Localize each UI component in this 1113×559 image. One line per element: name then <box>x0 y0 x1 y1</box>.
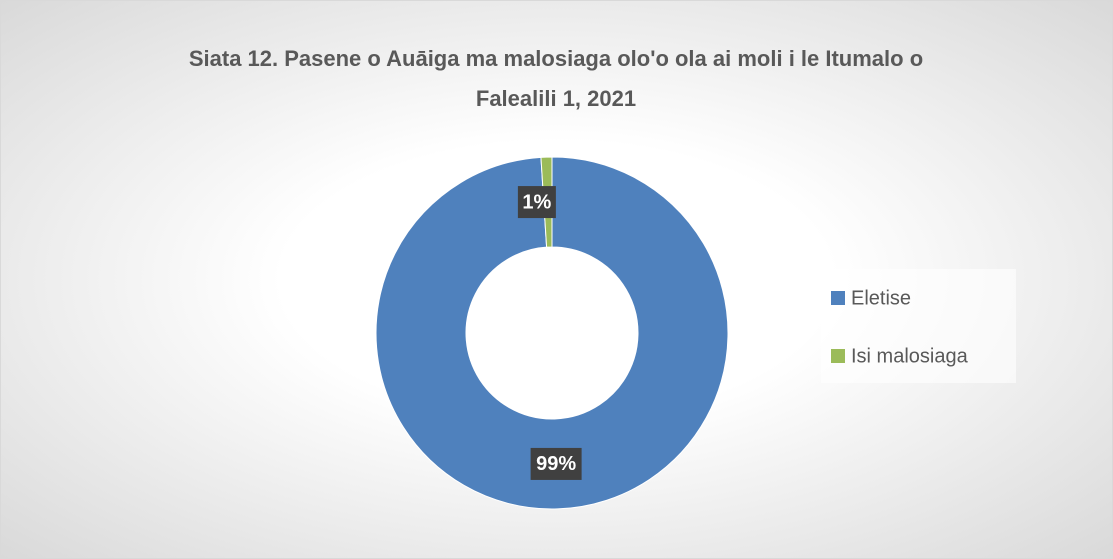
legend-label: Eletise <box>851 287 911 309</box>
legend-label: Isi malosiaga <box>851 345 969 367</box>
slice <box>375 156 729 510</box>
label-box <box>517 186 556 219</box>
data-label: 1% <box>522 191 551 213</box>
label-box <box>530 447 582 480</box>
data-label: 99% <box>536 453 576 475</box>
legend-swatch <box>831 349 845 363</box>
legend-swatch <box>831 291 845 305</box>
legend-box <box>821 269 1016 383</box>
chart-title: Siata 12. Pasene o Auāiga ma malosiaga o… <box>188 46 924 111</box>
